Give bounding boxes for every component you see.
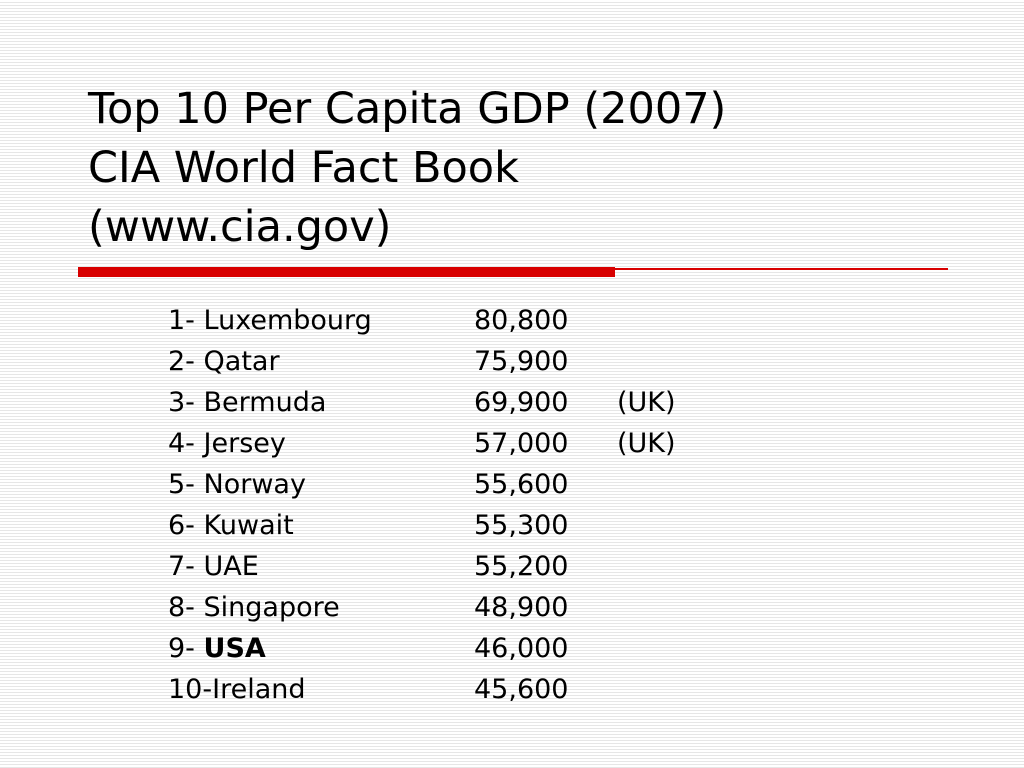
gdp-value: 80,800 [474, 305, 569, 336]
gdp-value: 69,900 [474, 387, 569, 418]
ranking-number: 7- [168, 551, 204, 582]
gdp-value: 57,000 [474, 428, 569, 459]
ranking-number: 5- [168, 469, 204, 500]
ranking-row: 4- Jersey 57,000 (UK) [168, 423, 676, 464]
ranking-row: 7- UAE 55,200 [168, 546, 676, 587]
ranking-number: 2- [168, 346, 204, 377]
ranking-country-cell: 10-Ireland [168, 669, 474, 710]
ranking-row: 8- Singapore 48,900 [168, 587, 676, 628]
ranking-number: 4- [168, 428, 204, 459]
ranking-country-cell: 2- Qatar [168, 341, 474, 382]
title-line-3: (www.cia.gov) [88, 202, 392, 252]
ranking-number: 9- [168, 633, 204, 664]
ranking-row: 5- Norway 55,600 [168, 464, 676, 505]
ranking-number: 8- [168, 592, 204, 623]
ranking-row: 6- Kuwait 55,300 [168, 505, 676, 546]
ranking-number: 1- [168, 305, 204, 336]
ranking-number: 10- [168, 674, 213, 705]
gdp-value: 45,600 [474, 674, 569, 705]
title-underline-thick [78, 267, 615, 277]
ranking-row: 3- Bermuda 69,900 (UK) [168, 382, 676, 423]
gdp-ranking-list: 1- Luxembourg 80,800 2- Qatar 75,900 3- Berm… [168, 300, 676, 710]
country-name: Luxembourg [203, 305, 372, 336]
country-name: USA [203, 633, 266, 664]
ranking-row: 1- Luxembourg 80,800 [168, 300, 676, 341]
ranking-country-cell: 6- Kuwait [168, 505, 474, 546]
gdp-value: 55,300 [474, 510, 569, 541]
territory-note: (UK) [617, 387, 676, 418]
ranking-number: 3- [168, 387, 204, 418]
country-name: Bermuda [203, 387, 327, 418]
country-name: Ireland [212, 674, 306, 705]
country-name: Kuwait [203, 510, 294, 541]
ranking-country-cell: 8- Singapore [168, 587, 474, 628]
ranking-country-cell: 1- Luxembourg [168, 300, 474, 341]
country-name: Qatar [203, 346, 280, 377]
ranking-country-cell: 7- UAE [168, 546, 474, 587]
ranking-row: 10-Ireland 45,600 [168, 669, 676, 710]
slide-title: Top 10 Per Capita GDP (2007) CIA World F… [88, 80, 968, 257]
gdp-value: 55,200 [474, 551, 569, 582]
gdp-value: 55,600 [474, 469, 569, 500]
ranking-country-cell: 3- Bermuda [168, 382, 474, 423]
country-name: UAE [203, 551, 259, 582]
title-underline-thin [615, 268, 948, 270]
country-name: Norway [203, 469, 306, 500]
ranking-row: 9- USA 46,000 [168, 628, 676, 669]
country-name: Singapore [203, 592, 340, 623]
ranking-country-cell: 5- Norway [168, 464, 474, 505]
country-name: Jersey [203, 428, 286, 459]
ranking-country-cell: 9- USA [168, 628, 474, 669]
gdp-value: 75,900 [474, 346, 569, 377]
gdp-value: 46,000 [474, 633, 569, 664]
ranking-country-cell: 4- Jersey [168, 423, 474, 464]
title-line-2: CIA World Fact Book [88, 143, 520, 193]
gdp-value: 48,900 [474, 592, 569, 623]
territory-note: (UK) [617, 428, 676, 459]
title-line-1: Top 10 Per Capita GDP (2007) [88, 84, 727, 134]
ranking-number: 6- [168, 510, 204, 541]
ranking-row: 2- Qatar 75,900 [168, 341, 676, 382]
